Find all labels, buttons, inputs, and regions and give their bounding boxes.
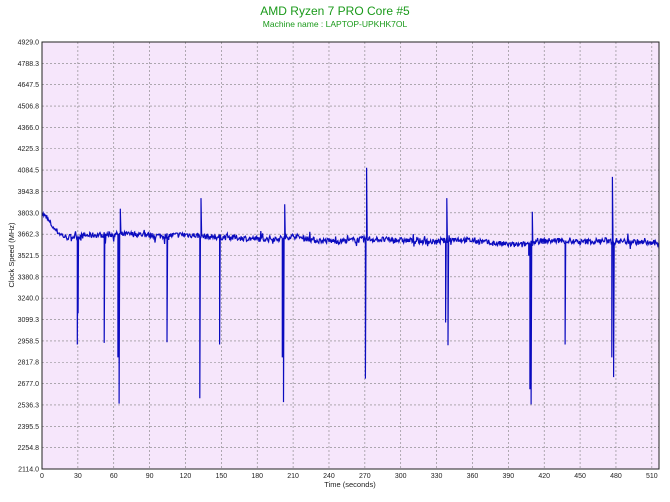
x-tick-label: 480 bbox=[610, 473, 622, 480]
y-tick-label: 2536.3 bbox=[18, 402, 40, 409]
chart-title: AMD Ryzen 7 PRO Core #5 bbox=[260, 4, 410, 18]
x-tick-label: 420 bbox=[538, 473, 550, 480]
x-tick-label: 210 bbox=[287, 473, 299, 480]
y-tick-label: 2958.5 bbox=[18, 338, 40, 345]
x-tick-label: 60 bbox=[110, 473, 118, 480]
x-axis-label: Time (seconds) bbox=[324, 480, 376, 489]
y-tick-label: 2254.8 bbox=[18, 445, 40, 452]
x-axis-ticks: 0 30 60 90 120 150 180 210 240 270 300 330 360 390 420… bbox=[40, 473, 658, 480]
y-tick-label: 4225.3 bbox=[18, 146, 40, 153]
y-tick-label: 3662.3 bbox=[18, 232, 40, 239]
x-tick-label: 510 bbox=[646, 473, 658, 480]
y-tick-label: 3521.5 bbox=[18, 253, 40, 260]
chart-subtitle: Machine name : LAPTOP-UPKHK7OL bbox=[263, 19, 408, 29]
x-tick-label: 390 bbox=[502, 473, 514, 480]
y-tick-label: 4788.3 bbox=[18, 61, 40, 68]
x-tick-label: 90 bbox=[146, 473, 154, 480]
x-tick-label: 30 bbox=[74, 473, 82, 480]
grid-lines bbox=[41, 41, 659, 470]
plot-border bbox=[41, 41, 660, 470]
x-tick-label: 150 bbox=[216, 473, 228, 480]
y-axis-ticks: 4929.0 4788.3 4647.5 4506.8 4366.0 4225.3 4084… bbox=[18, 40, 40, 474]
y-tick-label: 2677.0 bbox=[18, 381, 40, 388]
y-tick-label: 4929.0 bbox=[18, 40, 40, 47]
x-tick-label: 120 bbox=[180, 473, 192, 480]
series-line bbox=[41, 167, 660, 405]
x-tick-label: 0 bbox=[40, 473, 44, 480]
x-tick-label: 450 bbox=[574, 473, 586, 480]
y-tick-label: 3240.0 bbox=[18, 296, 40, 303]
y-axis-label: Clock Speed (MHz) bbox=[7, 222, 16, 288]
y-tick-label: 4366.0 bbox=[18, 125, 40, 132]
y-tick-label: 2114.0 bbox=[18, 467, 39, 474]
x-tick-label: 300 bbox=[395, 473, 407, 480]
y-tick-label: 4647.5 bbox=[18, 82, 40, 89]
y-tick-label: 3099.3 bbox=[18, 317, 40, 324]
y-tick-label: 3380.8 bbox=[18, 274, 40, 281]
x-tick-label: 240 bbox=[323, 473, 335, 480]
x-tick-label: 270 bbox=[359, 473, 371, 480]
y-tick-label: 2395.5 bbox=[18, 424, 40, 431]
x-tick-label: 360 bbox=[467, 473, 479, 480]
x-tick-label: 330 bbox=[431, 473, 443, 480]
y-tick-label: 4084.5 bbox=[18, 168, 40, 175]
x-tick-label: 180 bbox=[251, 473, 263, 480]
y-tick-label: 4506.8 bbox=[18, 104, 40, 111]
y-tick-label: 3803.0 bbox=[18, 210, 40, 217]
y-tick-label: 2817.8 bbox=[18, 360, 40, 367]
y-tick-label: 3943.8 bbox=[18, 189, 40, 196]
